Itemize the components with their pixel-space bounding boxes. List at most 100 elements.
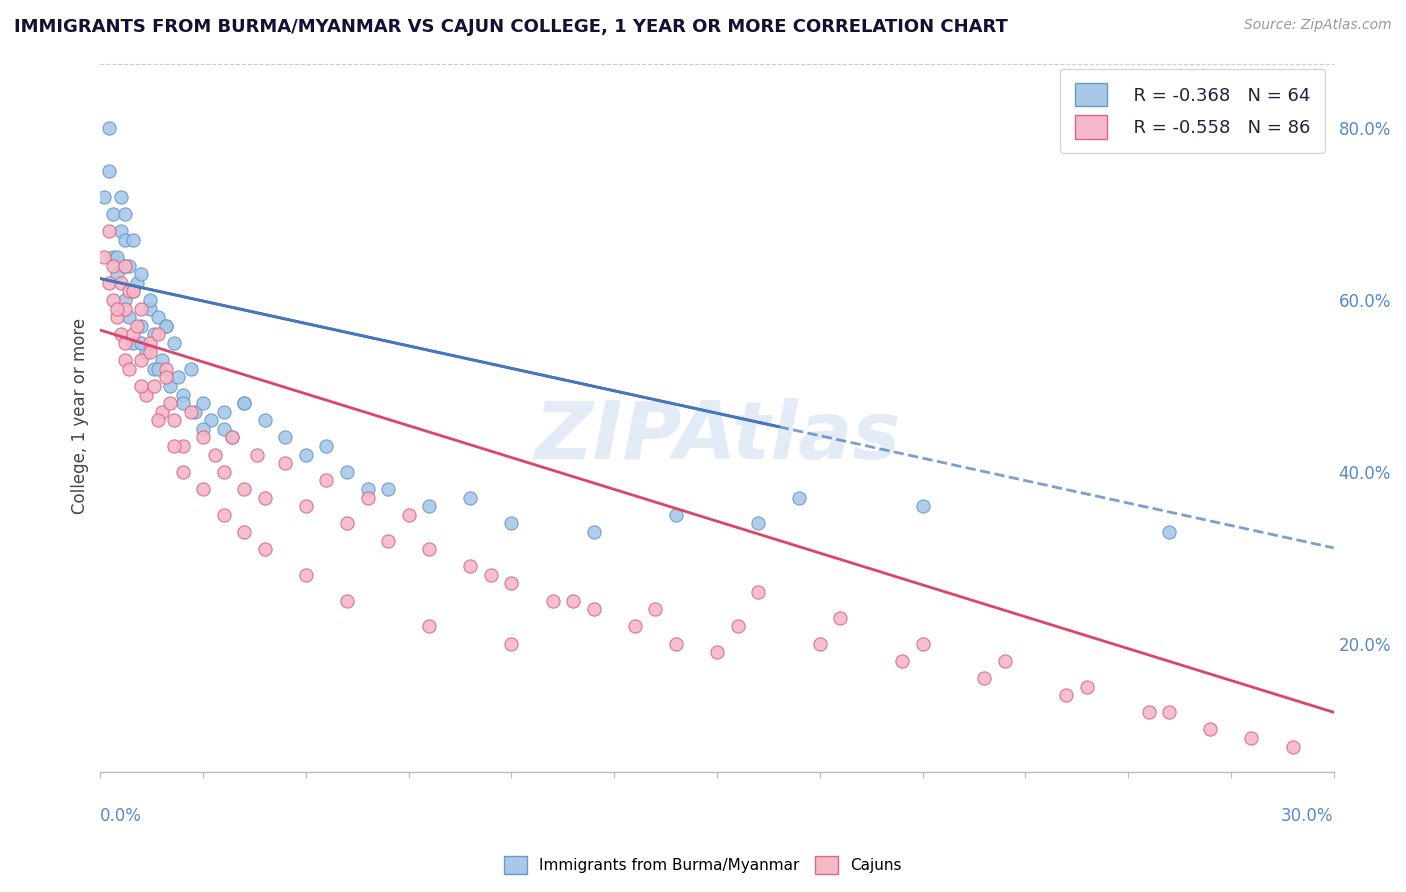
Point xyxy=(135,387,157,401)
Point xyxy=(142,327,165,342)
Point xyxy=(142,379,165,393)
Point xyxy=(101,207,124,221)
Point xyxy=(911,636,934,650)
Point xyxy=(479,567,502,582)
Point xyxy=(460,491,482,505)
Point xyxy=(356,482,378,496)
Point xyxy=(221,430,243,444)
Point xyxy=(172,387,194,401)
Point xyxy=(159,396,181,410)
Point xyxy=(110,224,132,238)
Point xyxy=(191,482,214,496)
Text: ZIPAtlas: ZIPAtlas xyxy=(534,399,900,476)
Point xyxy=(1137,706,1160,720)
Point xyxy=(163,439,186,453)
Text: Source: ZipAtlas.com: Source: ZipAtlas.com xyxy=(1244,18,1392,32)
Point xyxy=(808,636,831,650)
Point xyxy=(114,259,136,273)
Point xyxy=(150,405,173,419)
Point xyxy=(159,379,181,393)
Point xyxy=(167,370,190,384)
Point xyxy=(110,190,132,204)
Point xyxy=(336,516,359,531)
Point xyxy=(97,276,120,290)
Point xyxy=(105,250,128,264)
Point xyxy=(295,567,318,582)
Point xyxy=(110,276,132,290)
Point xyxy=(131,353,153,368)
Point xyxy=(706,645,728,659)
Point xyxy=(101,250,124,264)
Point xyxy=(233,482,256,496)
Point xyxy=(118,259,141,273)
Point xyxy=(562,593,585,607)
Point xyxy=(274,430,297,444)
Point xyxy=(180,361,202,376)
Point xyxy=(747,585,769,599)
Point xyxy=(1076,680,1098,694)
Point xyxy=(295,499,318,513)
Point xyxy=(146,413,169,427)
Point xyxy=(1159,706,1181,720)
Point xyxy=(582,602,605,616)
Point xyxy=(97,224,120,238)
Point xyxy=(377,482,399,496)
Point xyxy=(118,361,141,376)
Point xyxy=(118,285,141,299)
Point xyxy=(994,654,1017,668)
Point xyxy=(1054,688,1077,702)
Point xyxy=(212,405,235,419)
Y-axis label: College, 1 year or more: College, 1 year or more xyxy=(72,318,89,514)
Point xyxy=(150,353,173,368)
Point xyxy=(163,413,186,427)
Point xyxy=(1281,739,1303,754)
Point xyxy=(122,336,145,351)
Point xyxy=(315,474,337,488)
Point xyxy=(131,336,153,351)
Point xyxy=(131,318,153,333)
Point xyxy=(747,516,769,531)
Point xyxy=(200,413,222,427)
Point xyxy=(541,593,564,607)
Point xyxy=(501,516,523,531)
Point xyxy=(101,293,124,307)
Point xyxy=(127,318,149,333)
Point xyxy=(122,327,145,342)
Point xyxy=(501,576,523,591)
Point xyxy=(245,448,267,462)
Point xyxy=(295,448,318,462)
Point xyxy=(114,353,136,368)
Point xyxy=(93,190,115,204)
Point xyxy=(582,524,605,539)
Point xyxy=(105,268,128,282)
Point xyxy=(114,293,136,307)
Point xyxy=(114,259,136,273)
Point xyxy=(114,233,136,247)
Point xyxy=(398,508,420,522)
Point xyxy=(727,619,749,633)
Point xyxy=(191,396,214,410)
Point xyxy=(114,301,136,316)
Text: IMMIGRANTS FROM BURMA/MYANMAR VS CAJUN COLLEGE, 1 YEAR OR MORE CORRELATION CHART: IMMIGRANTS FROM BURMA/MYANMAR VS CAJUN C… xyxy=(14,18,1008,36)
Point xyxy=(122,233,145,247)
Point xyxy=(221,430,243,444)
Point xyxy=(105,301,128,316)
Point xyxy=(830,611,852,625)
Point xyxy=(180,405,202,419)
Point xyxy=(93,250,115,264)
Point xyxy=(138,293,160,307)
Point xyxy=(131,379,153,393)
Point xyxy=(336,465,359,479)
Point xyxy=(1240,731,1263,745)
Point xyxy=(253,542,276,557)
Point xyxy=(233,396,256,410)
Point xyxy=(155,370,177,384)
Point xyxy=(114,336,136,351)
Point xyxy=(97,121,120,136)
Point xyxy=(138,301,160,316)
Point xyxy=(665,636,688,650)
Point xyxy=(460,559,482,574)
Point xyxy=(787,491,810,505)
Point xyxy=(356,491,378,505)
Point xyxy=(253,491,276,505)
